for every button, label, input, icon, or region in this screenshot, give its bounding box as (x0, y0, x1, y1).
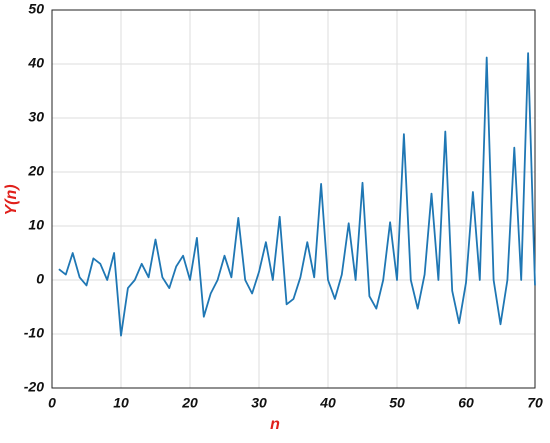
y-tick-label: 20 (27, 163, 44, 179)
x-tick-label: 0 (48, 395, 56, 411)
x-tick-label: 20 (181, 395, 198, 411)
y-tick-label: 30 (28, 109, 44, 125)
y-tick-label: 40 (27, 55, 44, 71)
x-axis-label: n (270, 416, 280, 433)
y-tick-label: 10 (28, 217, 44, 233)
data-line (58, 52, 536, 337)
y-tick-label: -20 (24, 379, 44, 395)
x-tick-label: 50 (389, 395, 405, 411)
y-tick-label: 0 (36, 271, 44, 287)
x-tick-label: 60 (458, 395, 474, 411)
x-tick-label: 10 (113, 395, 129, 411)
y-tick-label: -10 (24, 325, 44, 341)
plot-frame (51, 9, 536, 389)
x-tick-label: 30 (251, 395, 267, 411)
x-tick-label: 70 (527, 395, 543, 411)
x-tick-label: 40 (319, 395, 336, 411)
y-axis-label: Y(n) (3, 184, 20, 215)
y-tick-label: 50 (28, 1, 44, 17)
